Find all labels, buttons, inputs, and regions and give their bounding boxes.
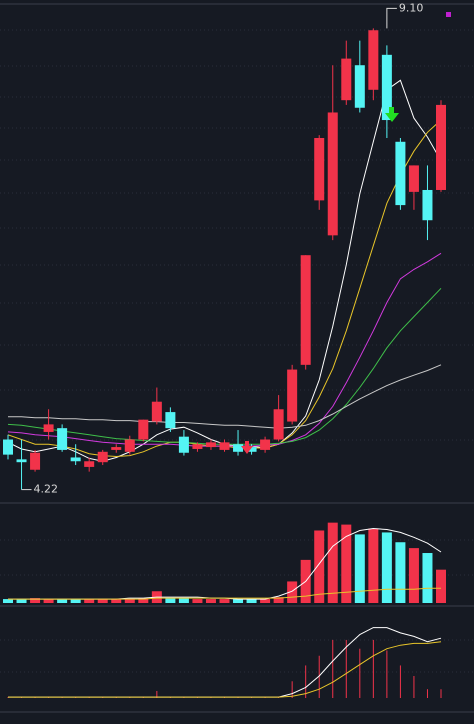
- candle-body: [3, 439, 13, 455]
- candle-body: [368, 30, 379, 90]
- candle-body: [16, 459, 27, 463]
- volume-bar: [3, 599, 13, 603]
- volume-bar: [138, 598, 149, 603]
- candle-body: [314, 137, 325, 201]
- volume-ma-line: [8, 587, 441, 600]
- volume-bar: [354, 534, 365, 603]
- volume-bar: [219, 599, 230, 603]
- volume-bar: [205, 599, 216, 603]
- volume-bar: [43, 599, 54, 603]
- volume-bar: [124, 599, 135, 603]
- candle-body: [43, 424, 54, 432]
- candle-body: [97, 451, 108, 463]
- candle-body: [246, 447, 257, 452]
- volume-bar: [233, 599, 244, 603]
- candle-body: [70, 457, 81, 462]
- candle-body: [287, 369, 298, 422]
- volume-bar: [192, 599, 203, 603]
- volume-bar: [273, 597, 284, 603]
- ma-line: [8, 364, 442, 429]
- candle-body: [151, 401, 162, 422]
- candle-body: [111, 447, 122, 450]
- annotation-label: 9.10: [399, 1, 424, 14]
- candle-body: [395, 141, 406, 206]
- candle-body: [84, 461, 95, 467]
- volume-bar: [368, 528, 379, 603]
- volume-bar: [408, 548, 419, 603]
- candle-body: [57, 428, 68, 450]
- sell-arrow: [385, 107, 399, 122]
- volume-bar: [436, 569, 446, 603]
- volume-bar: [287, 581, 298, 603]
- candle-body: [233, 444, 244, 452]
- candle-body: [260, 439, 271, 450]
- volume-bar: [84, 599, 95, 603]
- candle-body: [165, 412, 176, 429]
- indicator-square: [446, 12, 451, 17]
- annotation-label: 4.22: [34, 483, 59, 496]
- indicator-line: [8, 641, 442, 698]
- volume-bar: [260, 599, 271, 603]
- volume-bar: [111, 599, 122, 603]
- volume-bar: [381, 532, 392, 603]
- candle-body: [30, 452, 41, 470]
- candle-body: [219, 442, 230, 450]
- volume-bar: [341, 524, 352, 603]
- volume-bar: [246, 599, 257, 603]
- volume-bar: [422, 553, 433, 603]
- candle-body: [300, 255, 311, 365]
- candle-body: [178, 436, 189, 453]
- candle-body: [354, 65, 365, 108]
- marks: 9.10 4.22: [3, 1, 446, 698]
- candle-body: [192, 444, 203, 449]
- volume-bar: [178, 598, 189, 603]
- candle-body: [408, 165, 419, 192]
- candle-body: [381, 54, 392, 121]
- candle-body: [273, 409, 284, 440]
- annotation-leader: [386, 7, 397, 29]
- candle-body: [138, 419, 149, 440]
- volume-bar: [30, 598, 41, 603]
- volume-bar: [395, 542, 406, 603]
- buy-arrow: [241, 441, 253, 454]
- volume-bar: [327, 522, 338, 603]
- volume-bar: [165, 598, 176, 603]
- candle-body: [124, 439, 135, 452]
- volume-bar: [70, 599, 81, 603]
- candle-body: [205, 442, 216, 448]
- volume-bar: [57, 599, 68, 603]
- candle-body: [341, 58, 352, 101]
- volume-bar: [314, 530, 325, 603]
- volume-bar: [97, 599, 108, 603]
- candle-body: [327, 112, 338, 236]
- volume-bar: [16, 599, 27, 603]
- candle-body: [436, 104, 446, 190]
- candle-body: [422, 189, 433, 221]
